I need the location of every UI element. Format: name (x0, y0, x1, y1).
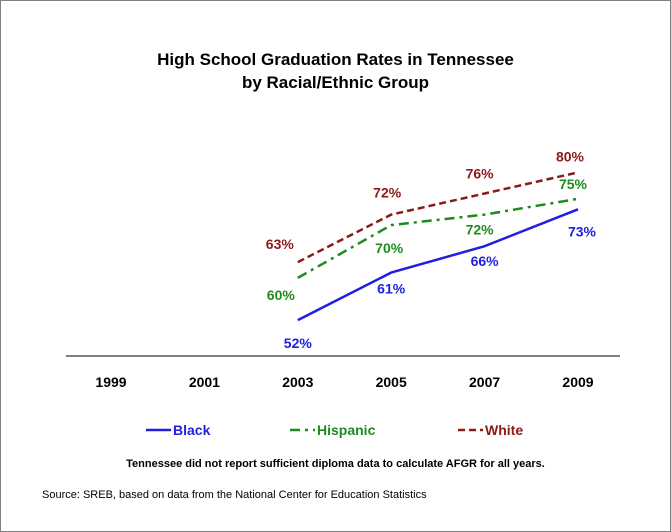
x-tick-label: 2007 (469, 374, 500, 390)
data-label: 70% (375, 240, 404, 256)
x-tick-label: 2001 (189, 374, 220, 390)
data-label: 76% (466, 165, 495, 181)
data-label: 75% (559, 176, 588, 192)
x-tick-label: 2003 (282, 374, 313, 390)
x-tick-label: 2005 (376, 374, 407, 390)
data-label: 63% (266, 236, 295, 252)
data-label: 52% (284, 335, 313, 351)
legend: Black Hispanic White (146, 422, 523, 438)
legend-label: Black (173, 422, 211, 438)
chart-note: Tennessee did not report sufficient dipl… (126, 458, 545, 470)
series-line-hispanic (297, 197, 579, 279)
data-label: 60% (267, 287, 296, 303)
legend-label: White (485, 422, 523, 438)
data-label: 72% (373, 185, 402, 201)
x-tick-label: 2009 (562, 374, 593, 390)
data-label: 66% (471, 253, 500, 269)
data-label: 80% (556, 148, 585, 164)
data-labels: 52% 61% 66% 73% 60% 70% 72% 75% 63% 72% 76% 80% (266, 148, 597, 351)
legend-label: Hispanic (317, 422, 376, 438)
x-tick-label: 1999 (95, 374, 126, 390)
data-label: 72% (466, 222, 495, 238)
line-chart: 1999 2001 2003 2005 2007 2009 52% 61% 66% 73% 60%… (66, 148, 620, 438)
series-line-black (297, 208, 579, 322)
x-tick-labels: 1999 2001 2003 2005 2007 2009 (95, 374, 593, 390)
chart-title: High School Graduation Rates in Tennesse… (157, 50, 514, 69)
data-label: 73% (568, 223, 597, 239)
data-label: 61% (377, 281, 406, 297)
chart-subtitle: by Racial/Ethnic Group (241, 73, 430, 92)
chart-source: Source: SREB, based on data from the Nat… (42, 489, 427, 501)
series-lines (297, 171, 579, 322)
series-line-white (297, 171, 579, 264)
